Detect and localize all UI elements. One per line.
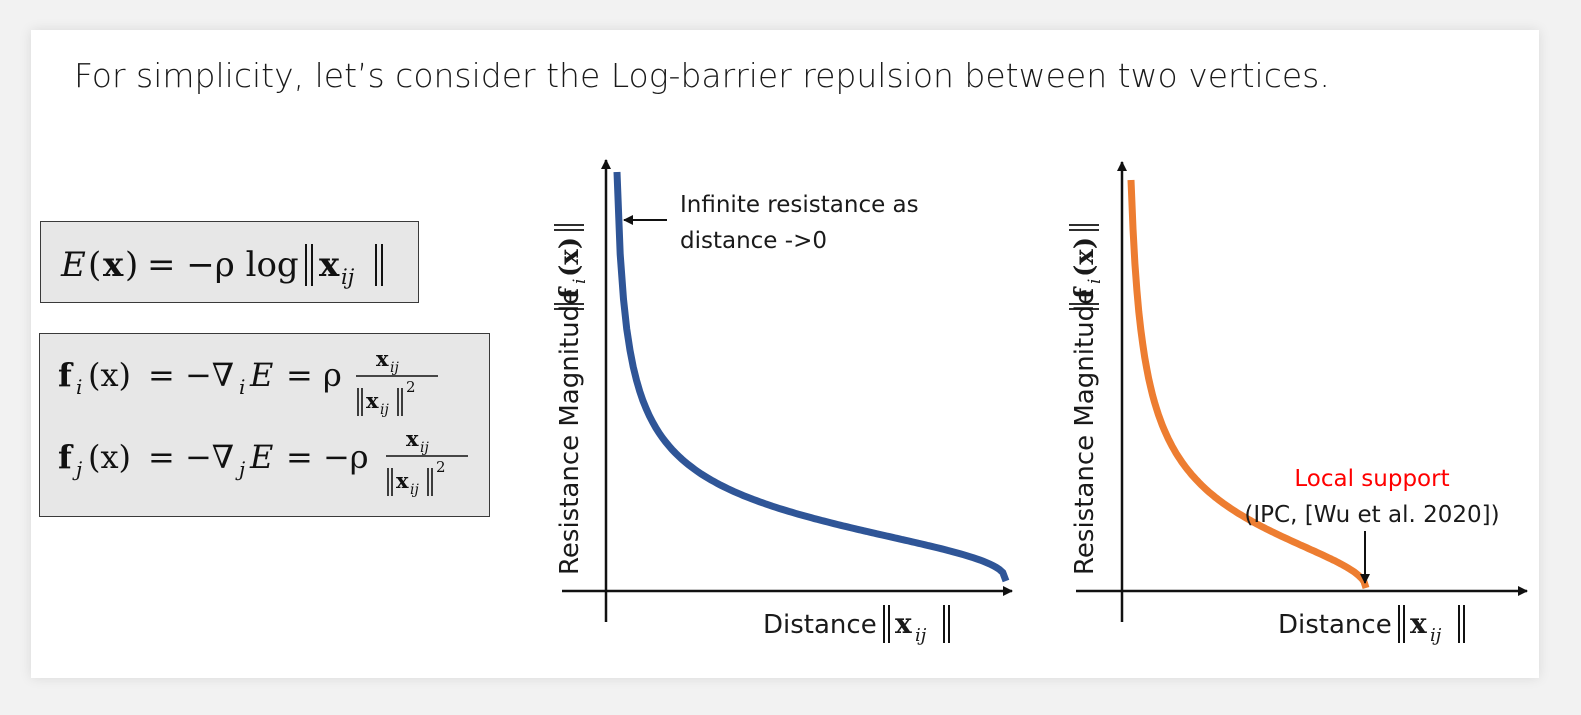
left-y-label-text: Resistance Magnitude <box>555 289 585 575</box>
force-j-energy: E <box>249 438 273 476</box>
right-y-label: Resistance Magnitude f i (x) <box>1069 224 1105 575</box>
force-j-rho: = −ρ <box>286 438 369 476</box>
left-x-label: Distance x ij <box>763 605 950 646</box>
slide-heading: For simplicity, let’s consider the Log-b… <box>74 56 1330 95</box>
left-y-label-sub: i <box>570 279 590 284</box>
energy-rhs: = −ρ log <box>147 245 299 285</box>
energy-equation: E ( x ) = −ρ log x ij <box>60 244 383 289</box>
right-y-label-f: f <box>1070 286 1100 299</box>
left-y-label-arg: (x) <box>555 237 585 277</box>
right-annotation-local-support: Local support <box>1294 466 1449 492</box>
right-y-label-sub: i <box>1085 279 1105 284</box>
force-equations-box: f i (x) = −∇ i E = ρ x ij x ij 2 f j (x)… <box>39 333 490 517</box>
left-barrier-curve <box>613 171 1010 583</box>
force-i-sub: i <box>76 375 82 399</box>
right-x-label-var: x <box>1410 607 1427 640</box>
force-j-frac-num: x <box>406 426 419 451</box>
right-barrier-curve <box>1127 179 1370 590</box>
force-i-grad: = −∇ <box>148 356 234 394</box>
force-j-frac-power: 2 <box>436 458 446 476</box>
force-equations: f i (x) = −∇ i E = ρ x ij x ij 2 f j (x)… <box>58 346 468 498</box>
energy-norm-sub: ij <box>341 265 355 289</box>
left-plot: Resistance Magnitude f i (x) Distance x … <box>554 159 1013 646</box>
right-x-label: Distance x ij <box>1278 605 1465 646</box>
left-annotation-line2: distance ->0 <box>680 228 827 254</box>
right-plot: Resistance Magnitude f i (x) Distance x … <box>1069 161 1528 646</box>
energy-paren-open: ( <box>88 245 101 285</box>
left-y-label: Resistance Magnitude f i (x) <box>554 224 590 575</box>
right-y-label-arg: (x) <box>1070 237 1100 277</box>
left-x-label-text: Distance <box>763 610 877 640</box>
right-x-label-sub: ij <box>1430 625 1442 646</box>
left-annotation-line1: Infinite resistance as <box>680 192 919 218</box>
energy-symbol: E <box>60 245 86 285</box>
force-j-grad: = −∇ <box>148 438 234 476</box>
force-i-frac-num-sub: ij <box>390 360 399 376</box>
force-i-rho: = ρ <box>286 356 342 394</box>
right-x-label-text: Distance <box>1278 610 1392 640</box>
left-y-label-f: f <box>555 286 585 299</box>
left-x-label-var: x <box>895 607 912 640</box>
energy-norm-var: x <box>319 245 340 285</box>
force-j-grad-sub: j <box>235 457 245 481</box>
force-j-arg: (x) <box>88 438 131 476</box>
force-i-frac-den-sub: ij <box>380 402 389 418</box>
force-i-symbol: f <box>58 356 74 394</box>
force-i-energy: E <box>249 356 273 394</box>
force-i-grad-sub: i <box>239 375 245 399</box>
force-j-frac-den: x <box>396 468 409 493</box>
energy-paren-close: ) <box>125 245 138 285</box>
right-y-label-text: Resistance Magnitude <box>1070 289 1100 575</box>
force-i-frac-power: 2 <box>406 378 416 396</box>
energy-arg: x <box>103 245 124 285</box>
force-j-frac-den-sub: ij <box>410 482 419 498</box>
left-x-label-sub: ij <box>915 625 927 646</box>
right-annotation-reference: (IPC, [Wu et al. 2020]) <box>1244 502 1499 528</box>
force-i-frac-den: x <box>366 388 379 413</box>
force-j-symbol: f <box>58 438 74 476</box>
force-i-arg: (x) <box>88 356 131 394</box>
force-j-frac-num-sub: ij <box>420 440 429 456</box>
force-i-frac-num: x <box>376 346 389 371</box>
force-j-sub: j <box>72 457 82 481</box>
energy-equation-box: E ( x ) = −ρ log x ij <box>40 221 419 303</box>
